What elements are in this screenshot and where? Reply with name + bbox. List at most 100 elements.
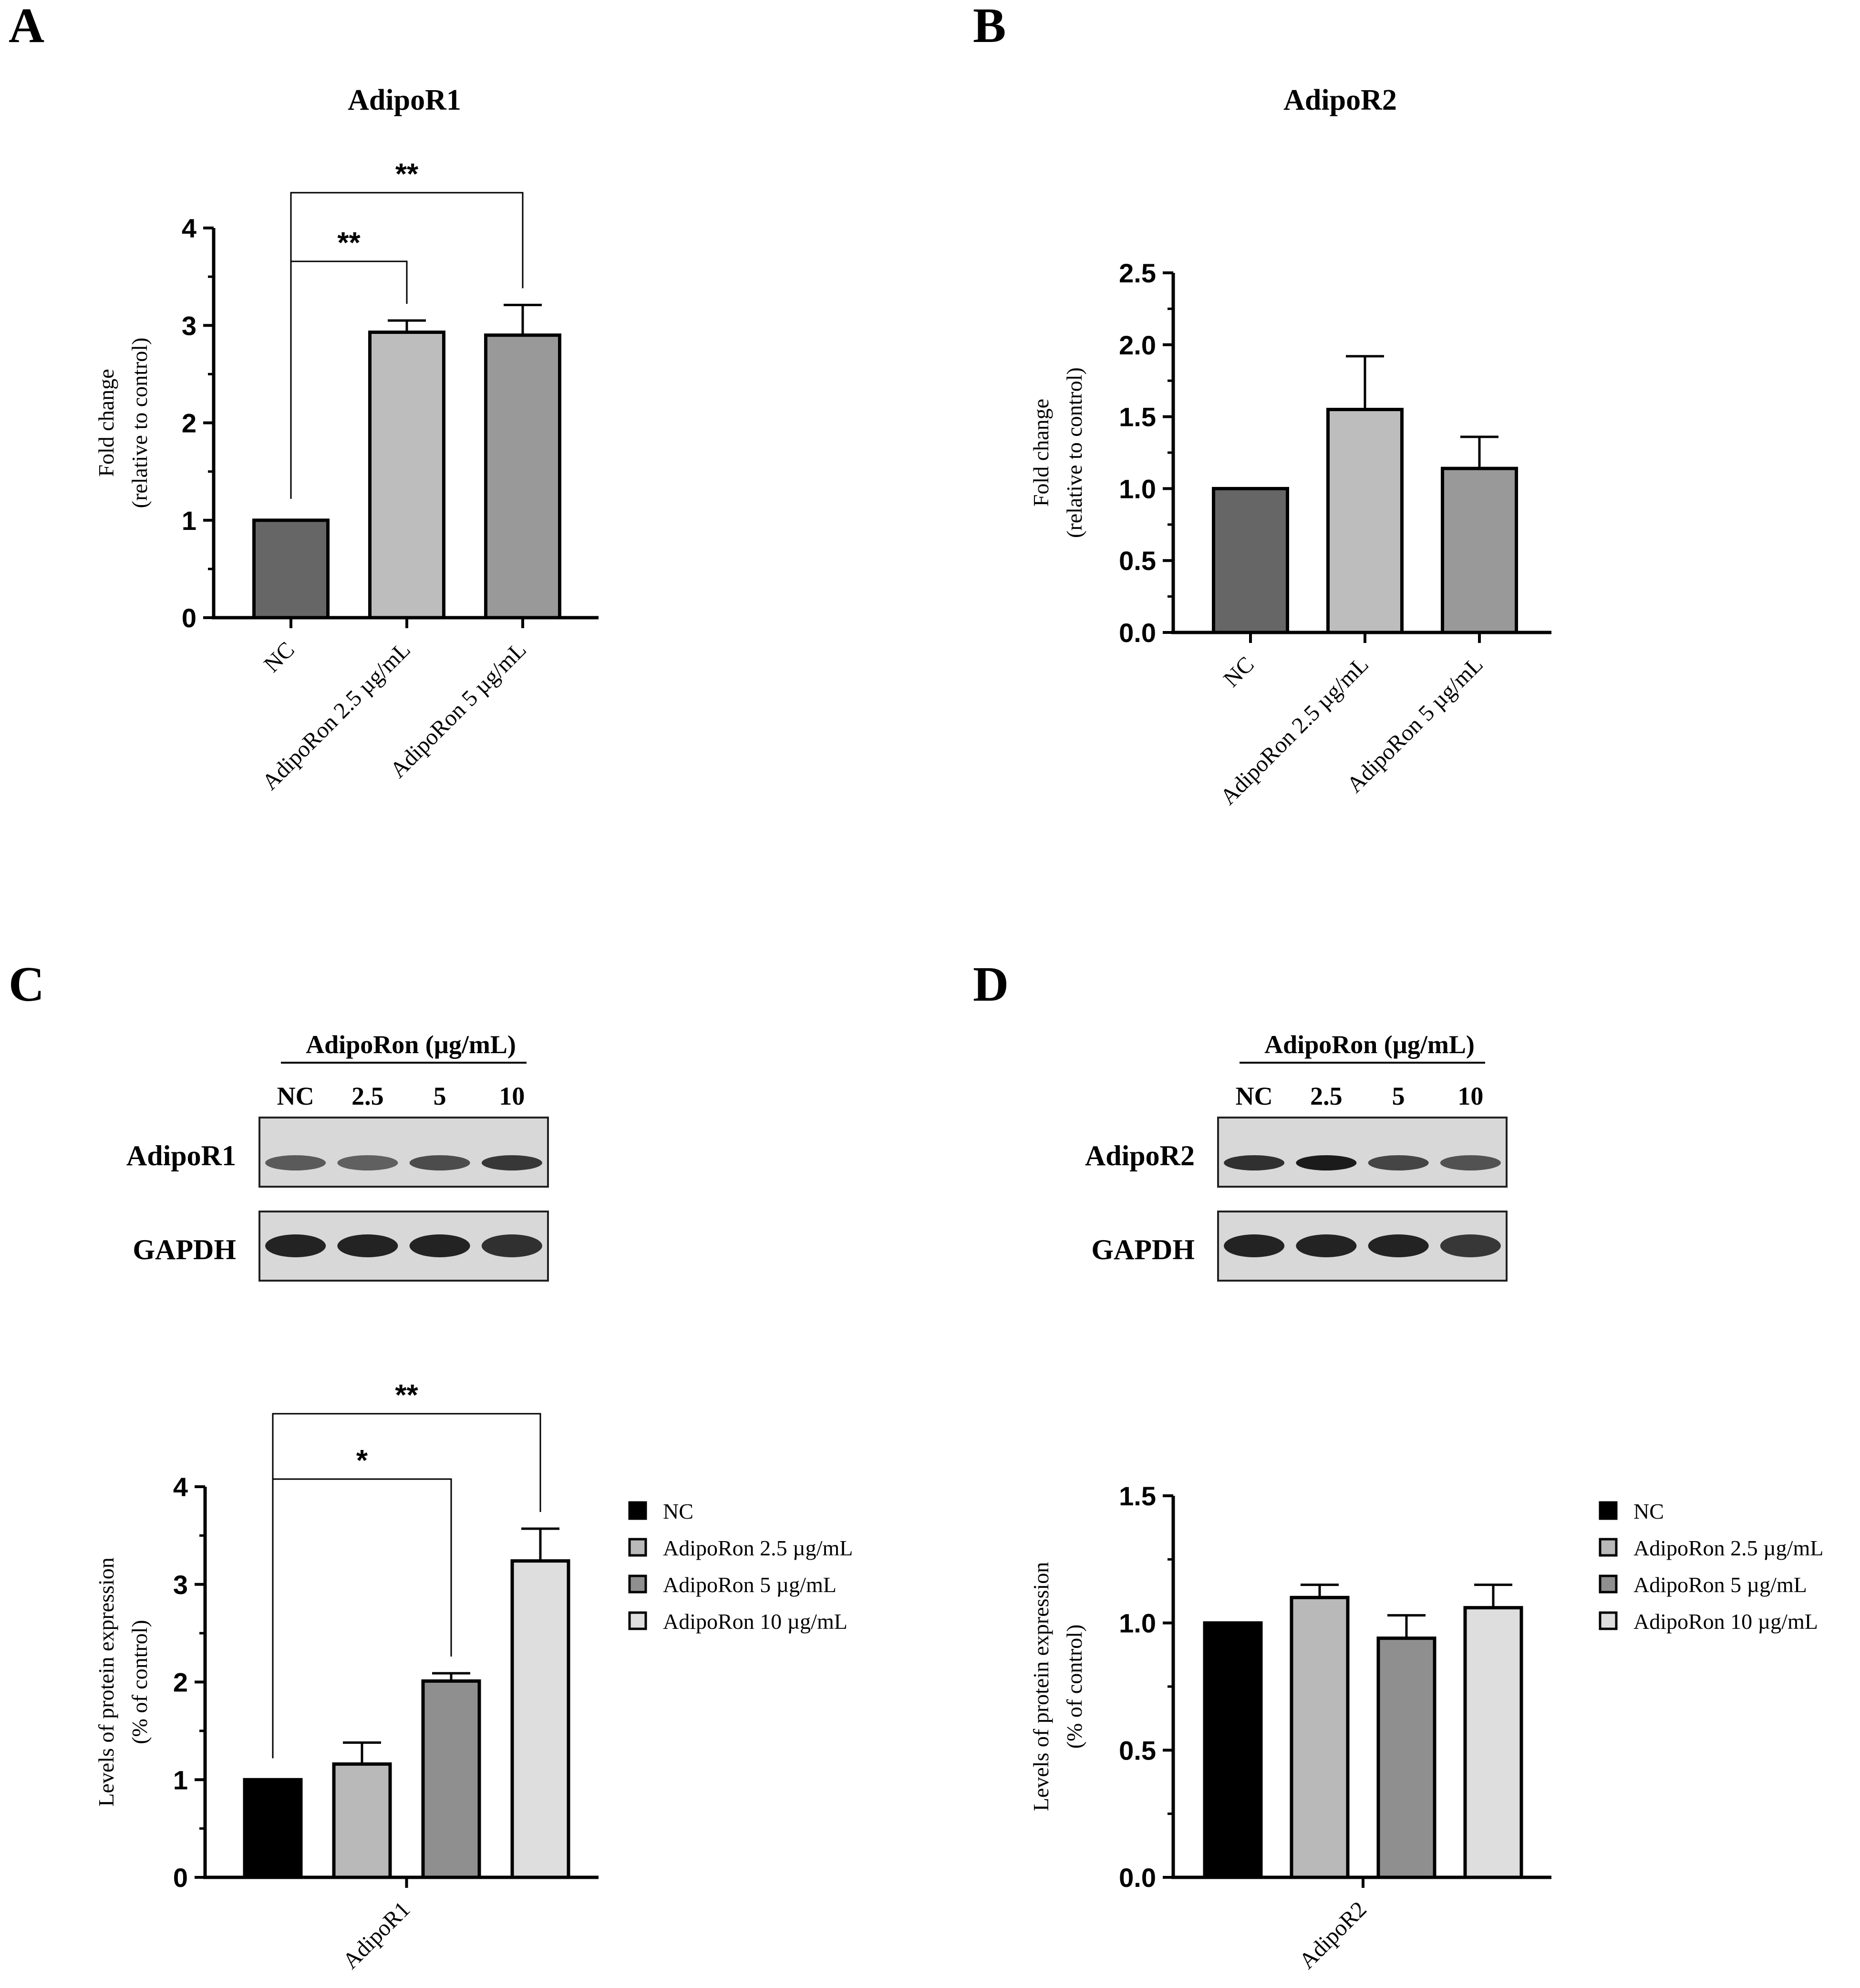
chart-a-bar — [484, 333, 561, 620]
legend-c-legend-label: AdipoRon 2.5 µg/mL — [663, 1536, 853, 1560]
legend-d-legend-swatch — [1599, 1538, 1618, 1557]
legend-c-legend-label: AdipoRon 5 µg/mL — [663, 1573, 837, 1597]
blot-d-lane-label: 2.5 — [1310, 1082, 1343, 1110]
chart-c-y-label: (% of control) — [127, 1620, 152, 1744]
blot-c-row-label: AdipoR1 — [126, 1140, 236, 1171]
blot-c-band — [265, 1155, 326, 1170]
chart-d-bar — [1203, 1621, 1263, 1879]
blot-d-band — [1296, 1155, 1357, 1170]
legend-d-legend-label: NC — [1633, 1499, 1664, 1523]
panel-letter-a: A — [9, 0, 44, 53]
chart-b-y-label: Fold change — [1029, 399, 1053, 507]
legend-d-legend-swatch — [1599, 1574, 1618, 1594]
chart-b-y-tick-label: 1.0 — [1119, 474, 1156, 504]
chart-a-bar — [368, 331, 445, 620]
chart-a-bar — [252, 518, 330, 620]
western-blot-c: AdipoRon (µg/mL) NC 2.5 5 10 AdipoR1 GAPDH — [126, 1030, 549, 1282]
chart-c-bar — [243, 1778, 303, 1879]
legend-d-legend-label: AdipoRon 2.5 µg/mL — [1633, 1536, 1823, 1560]
blot-c-band — [409, 1155, 470, 1170]
chart-a-x-tick-label: NC — [259, 637, 300, 677]
chart-a-y-tick-label: 3 — [182, 311, 196, 341]
blot-d-lane-label: 10 — [1457, 1082, 1483, 1110]
chart-d-y-label: Levels of protein expression — [1029, 1562, 1053, 1811]
chart-c-significance-label: * — [356, 1444, 368, 1477]
legend-c-legend-swatch — [628, 1538, 647, 1557]
chart-b-bar — [1326, 408, 1404, 634]
blot-d-blot-panel — [1217, 1117, 1508, 1188]
blot-c-blot-panel — [258, 1117, 549, 1188]
blot-c-row-label: GAPDH — [133, 1234, 236, 1265]
chart-b-y-tick-label: 1.5 — [1119, 402, 1156, 432]
legend-c-legend-label: AdipoRon 10 µg/mL — [663, 1609, 847, 1634]
chart-d-y-label: (% of control) — [1062, 1625, 1086, 1749]
legend-c-legend-swatch — [628, 1501, 647, 1520]
chart-c-significance-label: ** — [395, 1379, 418, 1412]
chart-b-bar — [1212, 487, 1289, 634]
chart-a-significance-label: ** — [395, 158, 419, 191]
blot-d-band — [1368, 1234, 1429, 1257]
chart-a-y-tick-label: 4 — [182, 213, 196, 243]
chart-c-y-tick-label: 2 — [173, 1667, 188, 1698]
legend-c-legend-label: NC — [663, 1499, 693, 1523]
chart-d-y-tick-label: 1.5 — [1119, 1481, 1156, 1511]
panel-a-title: AdipoR1 — [348, 84, 461, 116]
blot-c-band — [481, 1155, 542, 1170]
legend-d-legend-swatch — [1599, 1611, 1618, 1630]
legend-c: NC AdipoRon 2.5 µg/mL AdipoRon 5 µg/mL Adip… — [628, 1499, 853, 1634]
legend-d-legend-label: AdipoRon 10 µg/mL — [1633, 1609, 1818, 1634]
chart-b-y-tick-label: 2.5 — [1119, 258, 1156, 288]
chart-d: 0.0 0.5 1.0 1.5 Levels of protein expression… — [1029, 1481, 1551, 1974]
chart-c-y-label: Levels of protein expression — [94, 1557, 118, 1806]
blot-d-band — [1368, 1155, 1429, 1170]
chart-b-bar — [1441, 466, 1518, 634]
chart-c-y-tick-label: 1 — [173, 1765, 188, 1795]
blot-c-band — [337, 1155, 398, 1170]
blot-d-lane-label: NC — [1236, 1082, 1273, 1110]
blot-d-row-label: GAPDH — [1091, 1234, 1195, 1265]
chart-c-bar — [332, 1762, 392, 1879]
blot-d-lane-label: 5 — [1392, 1082, 1405, 1110]
chart-a-significance-bracket — [290, 192, 524, 499]
chart-a-y-tick-label: 2 — [182, 408, 196, 438]
chart-a-y-tick-label: 0 — [182, 603, 196, 633]
panel-b-title: AdipoR2 — [1283, 84, 1397, 116]
western-blot-d: AdipoRon (µg/mL) NC 2.5 5 10 AdipoR2 GAPDH — [1085, 1030, 1508, 1282]
chart-d-bar — [1376, 1636, 1436, 1879]
blot-c-band — [409, 1234, 470, 1257]
chart-d-bar — [1290, 1595, 1350, 1879]
blot-d-band — [1224, 1155, 1285, 1170]
blot-c-lane-label: 5 — [434, 1082, 446, 1110]
chart-b-y-tick-label: 2.0 — [1119, 330, 1156, 360]
blot-c-band — [265, 1234, 326, 1257]
chart-c-y-tick-label: 0 — [173, 1863, 188, 1893]
chart-c: 0 1 2 3 4 Levels of protein expression (% of c… — [94, 1379, 599, 1974]
chart-a-y-label: (relative to control) — [127, 338, 152, 508]
chart-d-bar — [1463, 1606, 1523, 1879]
chart-b-x-tick-label: NC — [1219, 652, 1259, 692]
chart-c-bar — [421, 1679, 481, 1879]
panel-letter-c: C — [9, 957, 44, 1012]
chart-c-x-tick-label: AdipoR1 — [338, 1896, 415, 1974]
chart-d-y-tick-label: 1.0 — [1119, 1608, 1156, 1638]
legend-d-legend-label: AdipoRon 5 µg/mL — [1633, 1573, 1807, 1597]
chart-a-significance-label: ** — [337, 227, 361, 259]
chart-d-x-tick-label: AdipoR2 — [1294, 1896, 1372, 1974]
blot-c-lane-label: 2.5 — [351, 1082, 384, 1110]
chart-b-y-label: (relative to control) — [1062, 367, 1086, 538]
chart-c-y-tick-label: 4 — [173, 1472, 188, 1502]
chart-a-y-tick-label: 1 — [182, 506, 196, 536]
blot-d-row-label: AdipoR2 — [1085, 1140, 1195, 1171]
legend-c-legend-swatch — [628, 1611, 647, 1630]
blot-c-band — [481, 1234, 542, 1257]
chart-b: 0.0 0.5 1.0 1.5 2.0 2.5 Fold change (relative t… — [1029, 258, 1551, 810]
chart-d-y-tick-label: 0.0 — [1119, 1863, 1156, 1893]
blot-c-blot-header: AdipoRon (µg/mL) — [306, 1030, 516, 1059]
blot-d-blot-header: AdipoRon (µg/mL) — [1264, 1030, 1475, 1059]
legend-c-legend-swatch — [628, 1574, 647, 1594]
chart-c-significance-bracket — [272, 1413, 541, 1759]
chart-b-y-tick-label: 0.0 — [1119, 618, 1156, 648]
blot-c-lane-label: 10 — [499, 1082, 525, 1110]
